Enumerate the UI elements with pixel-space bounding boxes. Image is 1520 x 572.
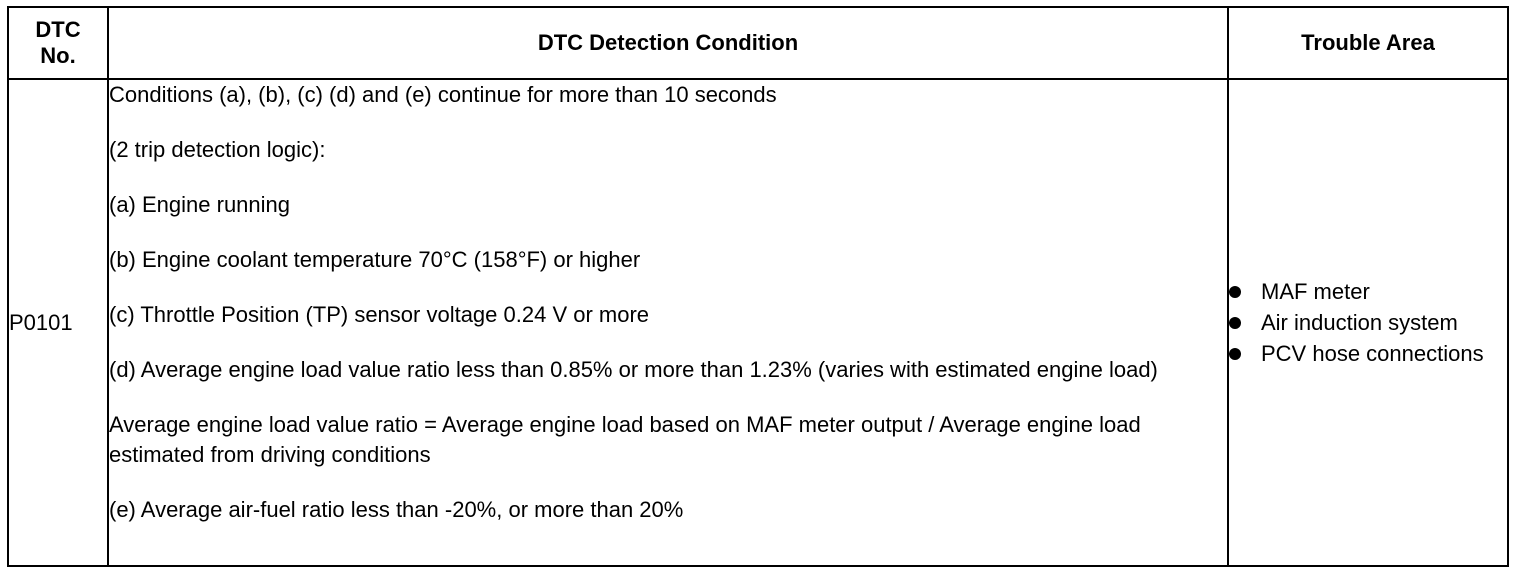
trouble-areas: MAF meter Air induction system PCV hose … <box>1227 78 1509 567</box>
detection-conditions: Conditions (a), (b), (c) (d) and (e) con… <box>107 78 1229 567</box>
list-item: MAF meter <box>1229 276 1507 307</box>
header-dtc-no-line1: DTC <box>35 17 81 42</box>
condition-d: (d) Average engine load value ratio less… <box>109 357 1158 382</box>
header-detection-condition: DTC Detection Condition <box>107 6 1229 80</box>
table-row: P0101 Conditions (a), (b), (c) (d) and (… <box>7 78 1509 567</box>
list-item: PCV hose connections <box>1229 338 1507 369</box>
condition-a: (a) Engine running <box>109 192 291 217</box>
header-dtc-no-line2: No. <box>40 43 76 68</box>
table-header: DTC No. DTC Detection Condition Trouble … <box>7 6 1509 80</box>
trouble-area-pcv-hose: PCV hose connections <box>1261 341 1484 366</box>
dtc-table: DTC No. DTC Detection Condition Trouble … <box>7 6 1509 567</box>
trouble-area-maf-meter: MAF meter <box>1261 279 1370 304</box>
table-body: P0101 Conditions (a), (b), (c) (d) and (… <box>7 78 1509 567</box>
header-trouble-area: Trouble Area <box>1227 6 1509 80</box>
condition-b: (b) Engine coolant temperature 70°C (158… <box>109 247 641 272</box>
condition-summary: Conditions (a), (b), (c) (d) and (e) con… <box>109 82 777 107</box>
bullet-icon <box>1229 348 1241 360</box>
condition-ratio-definition: Average engine load value ratio = Averag… <box>109 412 1141 467</box>
header-row: DTC No. DTC Detection Condition Trouble … <box>7 6 1509 80</box>
bullet-icon <box>1229 317 1241 329</box>
trouble-area-list: MAF meter Air induction system PCV hose … <box>1229 276 1507 369</box>
list-item: Air induction system <box>1229 307 1507 338</box>
condition-c: (c) Throttle Position (TP) sensor voltag… <box>109 302 650 327</box>
condition-trip-logic: (2 trip detection logic): <box>109 137 326 162</box>
dtc-code: P0101 <box>7 78 109 567</box>
trouble-area-air-induction: Air induction system <box>1261 310 1458 335</box>
header-dtc-no: DTC No. <box>7 6 109 80</box>
condition-e: (e) Average air-fuel ratio less than -20… <box>109 497 684 522</box>
bullet-icon <box>1229 286 1241 298</box>
